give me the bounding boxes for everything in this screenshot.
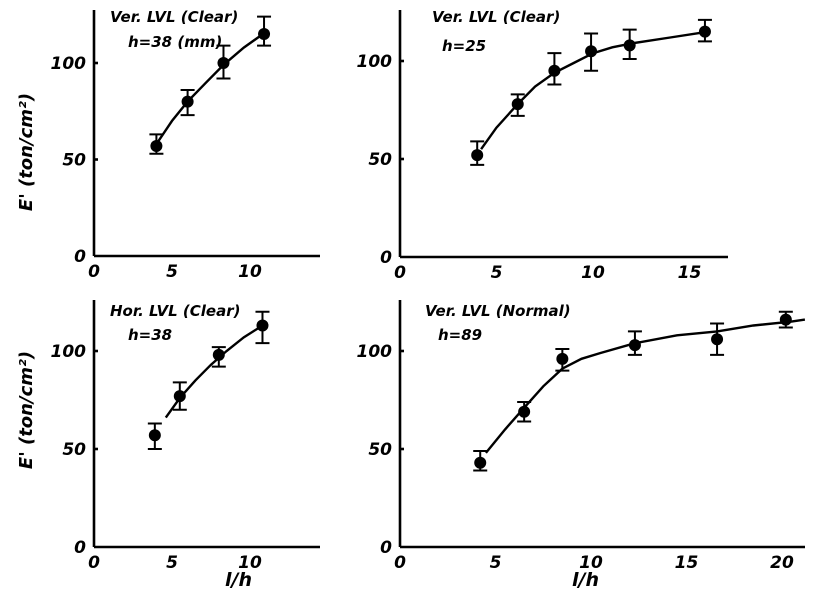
panel-2-marks: 0 5 10 15 0 50 100 bbox=[357, 18, 712, 283]
y-tick-label: 0 bbox=[74, 538, 86, 558]
data-point bbox=[256, 319, 269, 332]
y-tick-label: 0 bbox=[74, 247, 86, 267]
y-tick-label: 50 bbox=[62, 151, 86, 171]
x-tick-label: 15 bbox=[678, 263, 702, 283]
panel-2-subtitle: h=25 bbox=[442, 37, 486, 55]
data-point bbox=[623, 39, 636, 52]
x-tick-label: 15 bbox=[675, 553, 699, 573]
panel-3-subtitle: h=38 bbox=[128, 326, 172, 344]
data-point bbox=[173, 390, 186, 403]
data-point bbox=[556, 352, 569, 365]
data-point bbox=[511, 98, 524, 111]
x-tick-label: 0 bbox=[88, 262, 100, 282]
panel-4: Ver. LVL (Normal) h=89 l/h 0 5 10 15 20 0 50 10… bbox=[357, 300, 806, 591]
y-tick-label: 100 bbox=[357, 342, 393, 362]
panel-3-ylabel: E' (ton/cm²) bbox=[16, 351, 37, 469]
panel-2-title: Ver. LVL (Clear) bbox=[432, 8, 560, 26]
x-tick-label: 5 bbox=[490, 553, 502, 573]
data-point bbox=[779, 313, 792, 326]
x-tick-label: 0 bbox=[394, 263, 406, 283]
x-tick-label: 10 bbox=[579, 553, 603, 573]
y-tick-label: 100 bbox=[51, 54, 87, 74]
data-point bbox=[585, 45, 598, 58]
panel-4-subtitle: h=89 bbox=[438, 326, 482, 344]
x-tick-label: 20 bbox=[770, 553, 794, 573]
panel-3-title: Hor. LVL (Clear) bbox=[110, 302, 240, 320]
panel-4-title: Ver. LVL (Normal) bbox=[425, 302, 571, 320]
panel-3: Hor. LVL (Clear) h=38 E' (ton/cm²) l/h 0… bbox=[16, 300, 320, 591]
panel-2-axes bbox=[398, 10, 728, 259]
data-point bbox=[518, 405, 531, 418]
y-tick-label: 50 bbox=[368, 150, 392, 170]
data-point bbox=[711, 333, 724, 346]
data-point bbox=[217, 57, 230, 69]
y-tick-label: 50 bbox=[368, 440, 392, 460]
data-point bbox=[150, 139, 163, 152]
panel-1-subtitle: h=38 (mm) bbox=[128, 33, 222, 51]
data-point bbox=[181, 95, 194, 108]
panel-3-xlabel: l/h bbox=[225, 569, 252, 591]
panel-1-axes bbox=[92, 10, 320, 258]
x-tick-label: 5 bbox=[166, 553, 178, 573]
x-tick-label: 5 bbox=[491, 263, 503, 283]
x-tick-label: 10 bbox=[238, 262, 262, 282]
y-tick-label: 100 bbox=[51, 342, 87, 362]
y-tick-label: 50 bbox=[62, 440, 86, 460]
fit-curve bbox=[484, 318, 806, 454]
y-tick-label: 0 bbox=[380, 538, 392, 558]
x-tick-label: 5 bbox=[166, 262, 178, 282]
y-tick-label: 100 bbox=[357, 52, 393, 72]
panel-4-axes bbox=[398, 300, 805, 549]
fit-curve bbox=[155, 31, 267, 145]
panel-1-title: Ver. LVL (Clear) bbox=[110, 8, 238, 26]
panel-3-axes bbox=[92, 300, 320, 549]
data-point bbox=[148, 429, 161, 442]
x-tick-label: 10 bbox=[581, 263, 605, 283]
x-tick-label: 0 bbox=[88, 553, 100, 573]
data-point bbox=[258, 28, 271, 41]
data-point bbox=[548, 64, 561, 77]
x-tick-label: 0 bbox=[394, 553, 406, 573]
data-point bbox=[628, 339, 641, 352]
panel-4-xlabel: l/h bbox=[572, 569, 599, 591]
y-tick-label: 0 bbox=[380, 248, 392, 268]
panel-1: Ver. LVL (Clear) h=38 (mm) E' (ton/cm²) … bbox=[16, 8, 320, 282]
panel-1-ylabel: E' (ton/cm²) bbox=[16, 93, 37, 211]
data-point bbox=[212, 348, 225, 361]
panel-4-marks: 0 5 10 15 20 0 50 100 bbox=[357, 310, 806, 573]
data-point bbox=[474, 456, 487, 469]
x-tick-label: 10 bbox=[238, 553, 262, 573]
data-point bbox=[471, 149, 484, 162]
panel-2: Ver. LVL (Clear) h=25 0 5 10 15 0 50 100 bbox=[357, 8, 728, 283]
data-point bbox=[698, 25, 711, 38]
fit-curve bbox=[480, 30, 709, 150]
